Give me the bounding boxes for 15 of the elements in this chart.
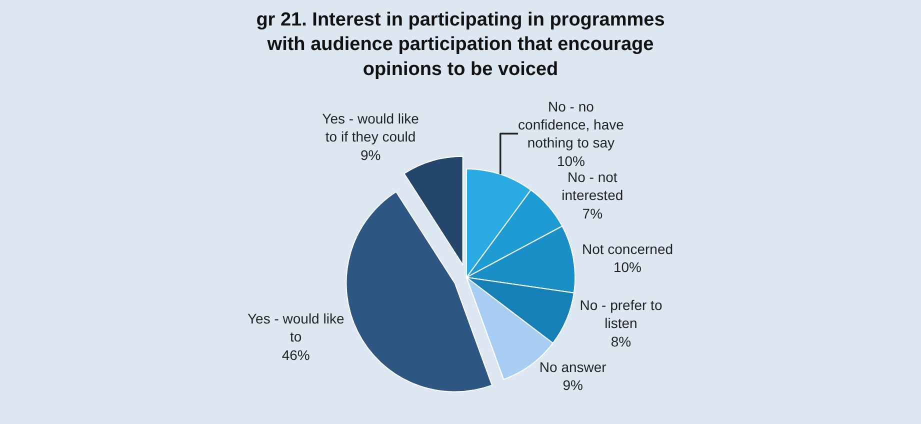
data-label: 8% — [610, 333, 632, 350]
data-label: 10% — [556, 152, 585, 169]
data-label: 9% — [562, 377, 583, 394]
slice-label: No - no confidence, have nothing to say — [518, 98, 624, 151]
slice-label: Not concerned — [582, 240, 674, 257]
slice-label: No - not interested — [562, 168, 624, 204]
data-label: 46% — [282, 346, 310, 363]
data-label: 7% — [582, 205, 603, 222]
slice-label: No - prefer to listen — [580, 297, 662, 332]
slice-label: Yes - would like to if they could — [322, 110, 420, 145]
data-label: 10% — [613, 259, 642, 276]
chart-title: gr 21. Interest in participating in programmes with audience participation that encourage opinions to be voiced — [256, 9, 665, 80]
slice-label: Yes - would like to — [247, 310, 344, 345]
slice-label: No answer — [539, 358, 607, 375]
data-label: 9% — [360, 146, 381, 163]
